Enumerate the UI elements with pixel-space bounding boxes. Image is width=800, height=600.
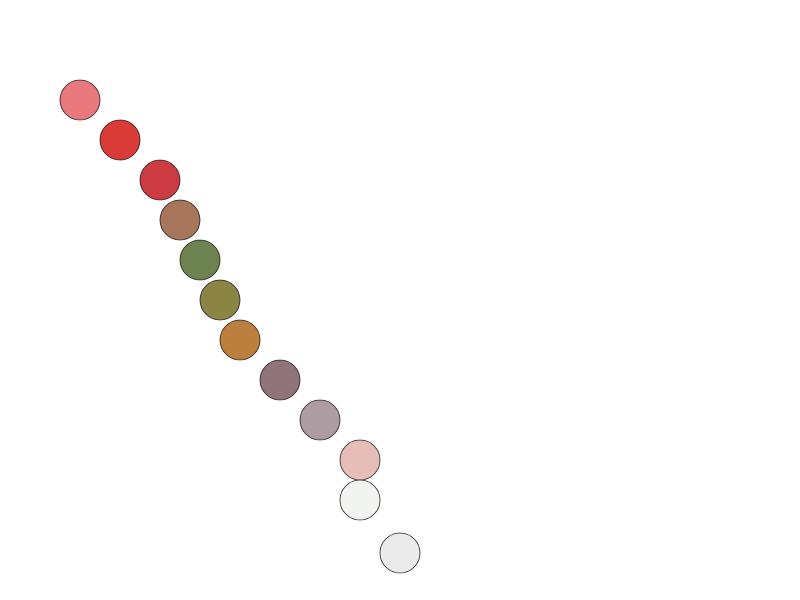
swatch-7 bbox=[219, 319, 261, 361]
swatch-5 bbox=[179, 239, 221, 281]
swatch-3 bbox=[139, 159, 181, 201]
swatch-2 bbox=[99, 119, 141, 161]
swatch-10 bbox=[339, 439, 381, 481]
swatch-9 bbox=[299, 399, 341, 441]
swatch-4 bbox=[159, 199, 201, 241]
swatch-6 bbox=[199, 279, 241, 321]
swatch-8 bbox=[259, 359, 301, 401]
swatch-1 bbox=[59, 79, 101, 121]
swatch-11 bbox=[339, 479, 381, 521]
swatch-12 bbox=[379, 532, 421, 574]
